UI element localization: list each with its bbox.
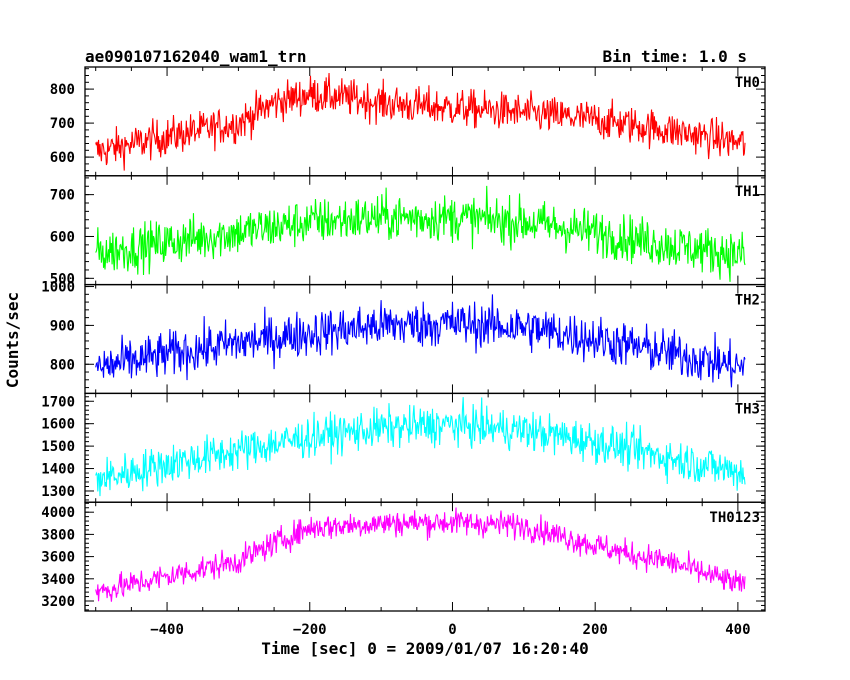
- y-tick-label: 500: [50, 271, 75, 287]
- y-tick-label: 700: [50, 188, 75, 204]
- panel-frame: [84, 501, 766, 612]
- x-tick-label: −400: [150, 622, 184, 638]
- y-tick-label: 3400: [41, 572, 75, 588]
- y-tick-label: 1600: [41, 417, 75, 433]
- x-tick-label: −200: [293, 622, 327, 638]
- panel-label-th0123: TH0123: [709, 510, 760, 526]
- panel-label-th2: TH2: [735, 293, 760, 309]
- panel-label-th3: TH3: [735, 401, 760, 417]
- y-tick-label: 700: [50, 116, 75, 132]
- y-tick-label: 900: [50, 318, 75, 334]
- panel-label-th0: TH0: [735, 75, 760, 91]
- panel-frame: [84, 66, 766, 177]
- y-tick-label: 1400: [41, 462, 75, 478]
- y-axis-label: Counts/sec: [3, 292, 22, 388]
- y-tick-label: 1000: [41, 280, 75, 296]
- y-tick-label: 1500: [41, 439, 75, 455]
- x-tick-label: 200: [583, 622, 608, 638]
- y-tick-label: 3200: [41, 594, 75, 610]
- chart-title: ae090107162040_wam1_trn: [85, 47, 307, 66]
- series-line-th2: [95, 294, 746, 388]
- panel-label-th1: TH1: [735, 184, 760, 200]
- y-tick-label: 800: [50, 82, 75, 98]
- x-tick-label: 400: [725, 622, 750, 638]
- y-tick-label: 600: [50, 150, 75, 166]
- y-tick-label: 800: [50, 357, 75, 373]
- y-tick-label: 3800: [41, 527, 75, 543]
- panel-frame: [84, 175, 766, 286]
- y-tick-label: 3600: [41, 550, 75, 566]
- y-tick-label: 1300: [41, 484, 75, 500]
- y-tick-label: 600: [50, 229, 75, 245]
- series-line-th0123: [95, 507, 746, 602]
- series-line-th1: [95, 185, 746, 282]
- series-line-th0: [95, 72, 746, 171]
- x-axis-label: Time [sec] 0 = 2009/01/07 16:20:40: [261, 639, 589, 658]
- panel-frame: [84, 392, 766, 503]
- x-tick-label: 0: [448, 622, 456, 638]
- y-tick-label: 1700: [41, 394, 75, 410]
- y-tick-label: 4000: [41, 505, 75, 521]
- bin-time-label: Bin time: 1.0 s: [603, 47, 748, 66]
- series-line-th3: [95, 397, 746, 497]
- panels-group: 600 700 800 TH0 500 600 700 TH1 800 900 1000 TH2 130…: [41, 66, 766, 638]
